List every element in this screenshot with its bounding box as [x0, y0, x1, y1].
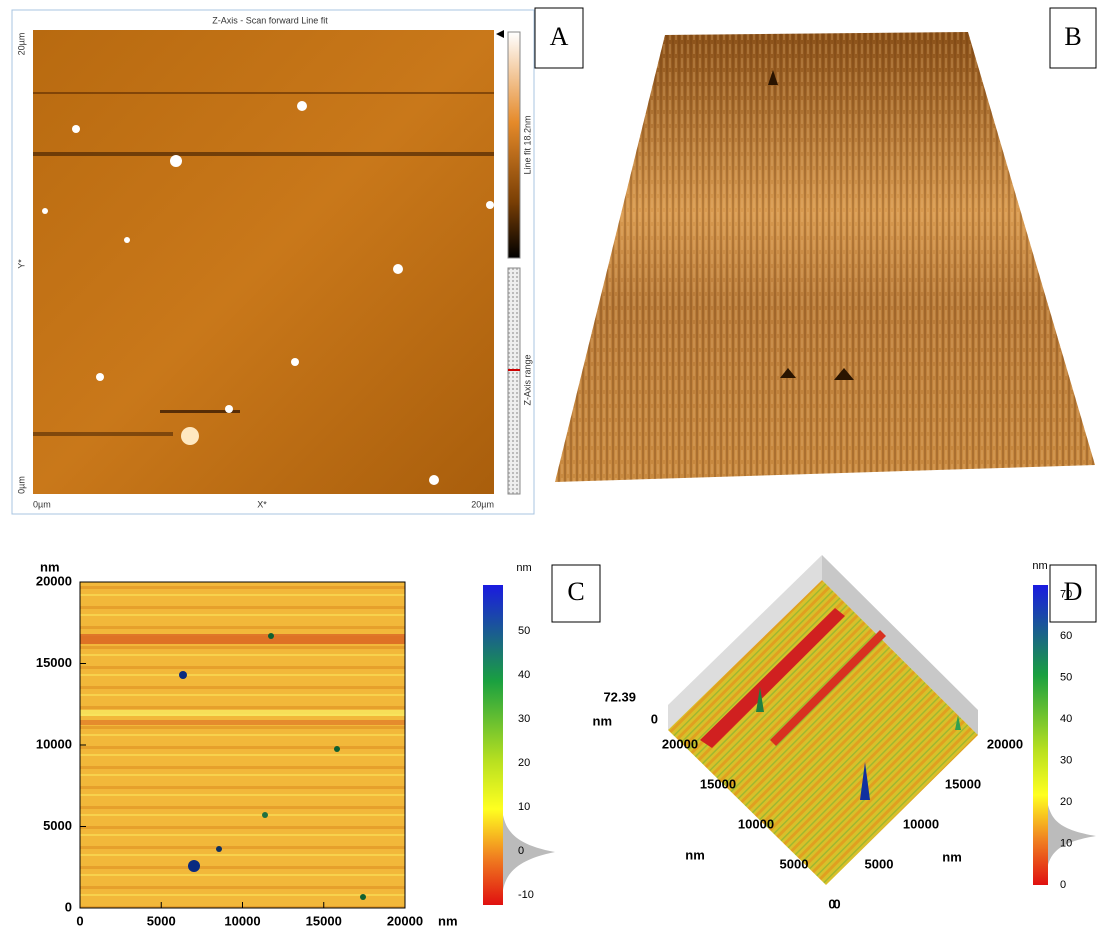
y-tick-label: 10000	[36, 736, 72, 751]
colorbar-tick-label: 20	[518, 757, 530, 769]
panel-label: C	[567, 577, 584, 606]
colorbar-unit: nm	[516, 562, 531, 574]
y-label-bottom: 0µm	[16, 476, 26, 494]
right-axis-label: 0	[833, 896, 840, 911]
y-tick-label: 5000	[43, 818, 72, 833]
histogram-d	[1048, 805, 1096, 865]
colorbar-tick-label: 40	[1060, 713, 1072, 725]
right-unit: nm	[942, 849, 962, 864]
x-label-right: 20µm	[471, 499, 494, 509]
left-axis-label: 15000	[700, 776, 736, 791]
x-tick-label: 10000	[224, 913, 260, 926]
y-label-middle: Y*	[16, 259, 26, 269]
y-unit: nm	[40, 559, 60, 574]
colorbar-tick-label: 0	[1060, 879, 1066, 891]
colorbar-tick-label: 30	[518, 713, 530, 725]
colorbar-d	[1033, 585, 1048, 885]
z-max: 72.39	[603, 689, 636, 704]
y-tick-label: 20000	[36, 573, 72, 588]
colorbar-tick-label: 50	[1060, 671, 1072, 683]
colorbar-tick-label: 70	[1060, 588, 1072, 600]
afm-3d-texture-b	[555, 32, 1095, 482]
x-tick-label: 5000	[147, 913, 176, 926]
colorbar-a-label: Line fit 18.2nm	[522, 115, 532, 174]
x-tick-label: 15000	[306, 913, 342, 926]
colorbar-unit: nm	[1032, 560, 1047, 572]
right-axis-label: 10000	[903, 816, 939, 831]
colorbar-tick-label: 10	[1060, 837, 1072, 849]
left-axis-label: 20000	[662, 736, 698, 751]
colorbar-c	[483, 585, 503, 905]
colorbar-tick-label: 10	[518, 801, 530, 813]
x-label-middle: X*	[257, 499, 267, 509]
colorbar-tick-label: 40	[518, 669, 530, 681]
left-unit: nm	[685, 847, 705, 862]
colorbar-tick-label: 0	[518, 845, 524, 857]
x-label-left: 0µm	[33, 499, 51, 509]
colorbar-a	[508, 32, 520, 258]
x-tick-label: 20000	[387, 913, 423, 926]
colorbar-tick-label: -10	[518, 889, 534, 901]
colorbar-tick-label: 20	[1060, 796, 1072, 808]
z-range-label: Z-Axis range	[522, 354, 532, 405]
figure: Z-Axis - Scan forward Line fit 20µm Y* 0…	[0, 0, 1099, 926]
afm-image-a	[33, 30, 494, 494]
x-unit: nm	[438, 913, 458, 926]
colorbar-tick-label: 50	[518, 625, 530, 637]
colorbar-tick-label: 60	[1060, 630, 1072, 642]
right-axis-label: 5000	[865, 856, 894, 871]
z-min: 0	[651, 711, 658, 726]
z-range-bar	[508, 268, 520, 494]
z-unit: nm	[593, 713, 613, 728]
left-axis-label: 10000	[738, 816, 774, 831]
colorbar-tick-label: 30	[1060, 754, 1072, 766]
left-axis-label: 5000	[780, 856, 809, 871]
panel-a-title: Z-Axis - Scan forward Line fit	[212, 15, 328, 25]
panel-label: B	[1064, 22, 1081, 51]
y-label-top: 20µm	[16, 33, 26, 56]
y-tick-label: 0	[65, 899, 72, 914]
y-tick-label: 15000	[36, 655, 72, 670]
right-axis-label: 15000	[945, 776, 981, 791]
afm-image-c	[80, 582, 405, 908]
panel-label: A	[550, 22, 569, 51]
right-axis-label: 20000	[987, 736, 1023, 751]
x-tick-label: 0	[76, 913, 83, 926]
histogram-c	[503, 815, 555, 890]
